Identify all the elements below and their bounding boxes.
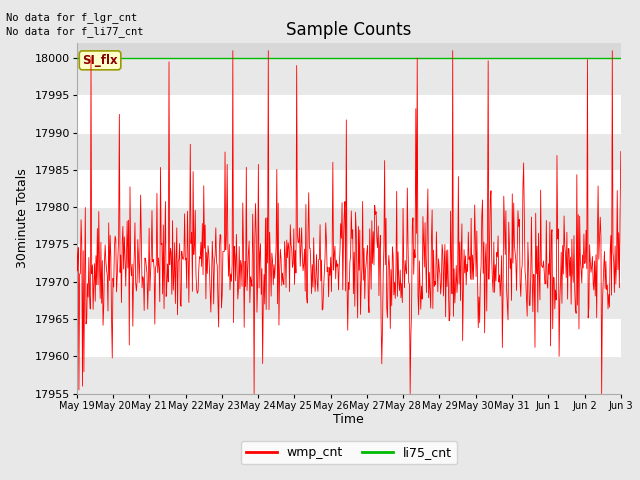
Bar [77,207,621,244]
Legend: wmp_cnt, li75_cnt: wmp_cnt, li75_cnt [241,442,457,465]
X-axis label: Time: Time [333,413,364,426]
Bar [77,282,621,319]
Bar [77,244,621,282]
Bar [77,58,621,96]
Bar [77,356,621,394]
Text: SI_flx: SI_flx [83,54,118,67]
Text: No data for f_li77_cnt: No data for f_li77_cnt [6,26,144,37]
Bar [77,132,621,170]
Title: Sample Counts: Sample Counts [286,21,412,39]
Text: No data for f_lgr_cnt: No data for f_lgr_cnt [6,12,138,23]
Bar [77,319,621,356]
Bar [77,170,621,207]
Bar [77,96,621,132]
Y-axis label: 30minute Totals: 30minute Totals [16,168,29,268]
